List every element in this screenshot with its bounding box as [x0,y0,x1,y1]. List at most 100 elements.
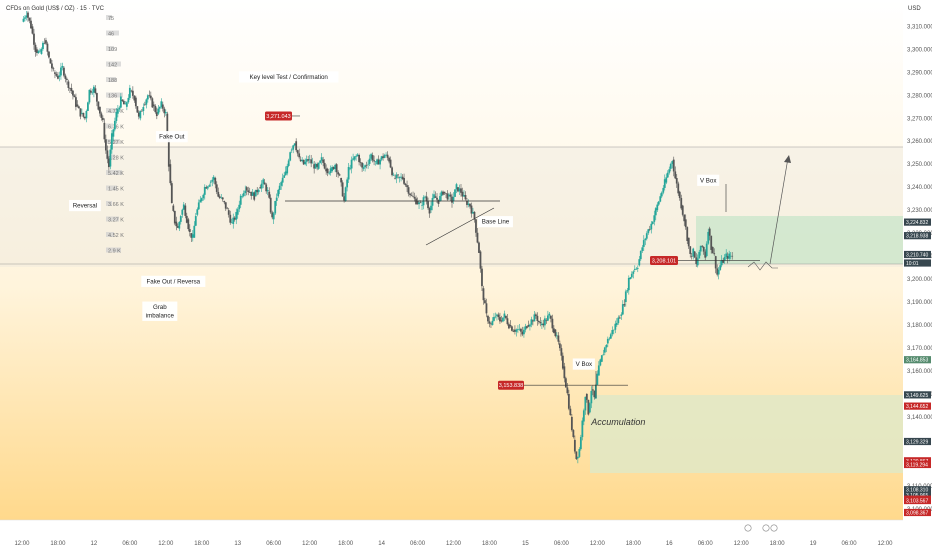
annotations: Reversal Fake Out Key level Test / Confirm… [69,71,720,427]
candle-body [251,192,254,196]
candle-body [692,248,695,257]
candle-body [714,256,717,269]
level-tag[interactable] [498,380,524,390]
candle-body [558,343,561,349]
candle-body [689,246,692,254]
candle-body [588,403,591,413]
volume-profile-label: 6.36 K [108,125,124,131]
candle-body [259,187,262,189]
candle-body [436,197,438,200]
event-icon[interactable] [762,524,770,532]
candle-body [557,335,560,342]
candle-body [651,221,654,224]
candle-body [70,88,73,92]
candle-body [493,317,495,321]
scroll-controls[interactable] [744,524,778,532]
candle-body [298,153,301,158]
candle-body [672,159,675,172]
annotation-box [572,358,595,370]
price-axis-tag-label: 3,103.567 [906,499,928,505]
candle-body [416,200,419,205]
x-tick-label: 12 [91,541,98,547]
currency-label: USD [908,6,921,12]
candle-body [442,191,444,195]
candle-body [283,175,286,178]
flag-icon[interactable] [744,524,752,532]
volume-profile-label: 136 [108,94,117,100]
candle-body [653,215,656,222]
x-tick-label: 12:00 [878,541,894,547]
candle-body [76,104,79,107]
candle-body [523,329,525,335]
candle-body [316,163,319,167]
candle-body [542,323,545,326]
level-tag-label: 3,271.043 [266,114,290,120]
candle-body [430,205,432,211]
candle-body [636,267,639,269]
candle-body [373,160,375,162]
price-axis-tag-label: 10:01 [906,261,919,267]
candle-body [338,174,341,176]
candle-body [645,233,648,239]
candle-body [720,260,723,266]
candle-body [385,154,387,156]
volume-profile-label: 142 [108,63,117,69]
candle-body [320,157,323,161]
candle-body [266,190,269,192]
candle-body [328,172,331,174]
candle-body [449,194,452,197]
candle-body [31,26,34,34]
candle-body [434,196,437,198]
candle-body [680,197,683,209]
candle-body [127,97,130,103]
candle-body [561,355,564,369]
candle-body [719,265,722,270]
candle-body [473,211,476,220]
candle-body [566,387,569,394]
candle-body [69,87,71,89]
level-tag[interactable] [265,111,292,121]
candle-body [67,81,70,88]
candle-body [48,51,50,58]
candle-body [325,168,328,172]
candle-body [639,250,642,260]
price-axis-tag [904,250,931,259]
candle-body [314,163,317,169]
candle-body [166,113,169,139]
candle-body [130,90,133,92]
candle-body [502,317,504,322]
candle-body [418,202,420,205]
candle-body [28,17,31,21]
candle-body [448,194,450,197]
candle-body [182,204,185,210]
annotation-label: Key level Test / Confirmation [250,74,329,81]
candle-body [167,138,170,167]
candle-body [485,303,488,314]
candle-body [671,161,674,165]
candle-body [669,164,672,169]
volume-profile-bar [106,30,119,36]
candle-body [723,257,726,261]
candle-body [579,437,582,450]
candle-body [185,215,188,223]
candle-body [575,451,578,460]
level-tag[interactable] [650,255,678,265]
candle-body [101,117,104,121]
candle-body [464,195,467,200]
volume-profile-bar [106,216,119,222]
candle-body [439,196,441,201]
candle-body [24,17,26,19]
candle-body [66,78,68,80]
candle-body [337,172,340,175]
candle-body [178,221,181,229]
candle-body [629,277,632,280]
candle-body [97,101,100,110]
candle-body [305,159,308,162]
candle-body [707,231,710,244]
price-axis-tag-label: 3,119.294 [906,462,928,468]
event-icon[interactable] [770,524,778,532]
candle-body [142,107,145,111]
candle-body [663,179,666,188]
candle-body [161,104,164,109]
